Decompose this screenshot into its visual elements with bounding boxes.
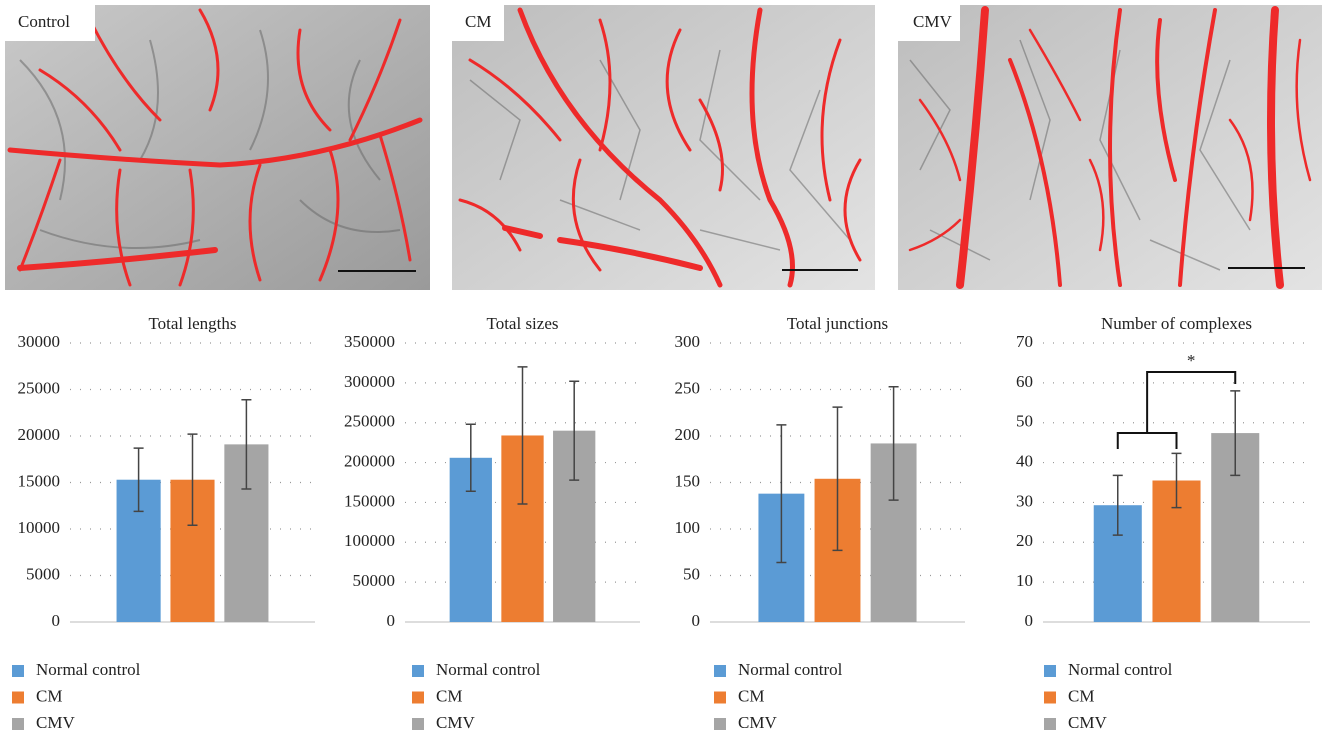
y-tick-label: 150 — [675, 471, 701, 490]
y-tick-label: 50000 — [353, 571, 396, 590]
legend-swatch — [412, 665, 424, 677]
chart-title: Total lengths — [148, 314, 236, 333]
legend-label: Normal control — [36, 660, 141, 679]
panel-label: CM — [465, 12, 491, 31]
legend-swatch — [12, 692, 24, 704]
photo-cmv: CMV — [898, 5, 1322, 290]
y-tick-label: 20 — [1016, 531, 1033, 550]
y-tick-label: 30000 — [18, 332, 61, 351]
legend-swatch — [12, 665, 24, 677]
y-tick-label: 15000 — [18, 471, 61, 490]
panel-label: CMV — [913, 12, 952, 31]
legend-swatch — [1044, 665, 1056, 677]
chart-title: Number of complexes — [1101, 314, 1252, 333]
legend-label: CMV — [36, 713, 75, 732]
legend-swatch — [714, 692, 726, 704]
legend-swatch — [412, 692, 424, 704]
legend-label: CM — [436, 686, 462, 705]
y-tick-label: 200 — [675, 425, 701, 444]
y-tick-label: 0 — [692, 611, 701, 630]
legend-label: Normal control — [436, 660, 541, 679]
y-tick-label: 70 — [1016, 332, 1033, 351]
legend-swatch — [1044, 692, 1056, 704]
y-tick-label: 250 — [675, 378, 701, 397]
annotation: * — [1187, 351, 1196, 370]
y-tick-label: 200000 — [344, 451, 395, 470]
legend-label: CM — [36, 686, 62, 705]
y-tick-label: 100 — [675, 518, 701, 537]
y-tick-label: 100000 — [344, 531, 395, 550]
legend-label: CM — [1068, 686, 1094, 705]
y-tick-label: 60 — [1016, 372, 1033, 391]
y-tick-label: 40 — [1016, 451, 1033, 470]
panel-label: Control — [18, 12, 70, 31]
y-tick-label: 50 — [1016, 412, 1033, 431]
photo-cm: CM — [452, 5, 875, 290]
legend-label: Normal control — [1068, 660, 1173, 679]
y-tick-label: 20000 — [18, 425, 61, 444]
chart-title: Total sizes — [487, 314, 559, 333]
y-tick-label: 350000 — [344, 332, 395, 351]
y-tick-label: 10000 — [18, 518, 61, 537]
y-tick-label: 25000 — [18, 378, 61, 397]
chart-title: Total junctions — [787, 314, 888, 333]
y-tick-label: 250000 — [344, 412, 395, 431]
legend-swatch — [714, 718, 726, 730]
legend-label: CMV — [738, 713, 777, 732]
legend-label: Normal control — [738, 660, 843, 679]
legend-label: CMV — [436, 713, 475, 732]
y-tick-label: 10 — [1016, 571, 1033, 590]
legend-swatch — [1044, 718, 1056, 730]
legend-label: CM — [738, 686, 764, 705]
y-tick-label: 0 — [52, 611, 61, 630]
y-tick-label: 30 — [1016, 491, 1033, 510]
y-tick-label: 300 — [675, 332, 701, 351]
y-tick-label: 50 — [683, 564, 700, 583]
y-tick-label: 0 — [1025, 611, 1034, 630]
legend-swatch — [412, 718, 424, 730]
legend-swatch — [714, 665, 726, 677]
legend-label: CMV — [1068, 713, 1107, 732]
photo-control: Control — [5, 5, 430, 290]
legend-swatch — [12, 718, 24, 730]
y-tick-label: 150000 — [344, 491, 395, 510]
y-tick-label: 300000 — [344, 372, 395, 391]
y-tick-label: 5000 — [26, 564, 60, 583]
page: Control CM CMV Total lengths050001000015… — [0, 0, 1326, 743]
figure: Control CM CMV Total lengths050001000015… — [0, 0, 1326, 738]
y-tick-label: 0 — [387, 611, 396, 630]
